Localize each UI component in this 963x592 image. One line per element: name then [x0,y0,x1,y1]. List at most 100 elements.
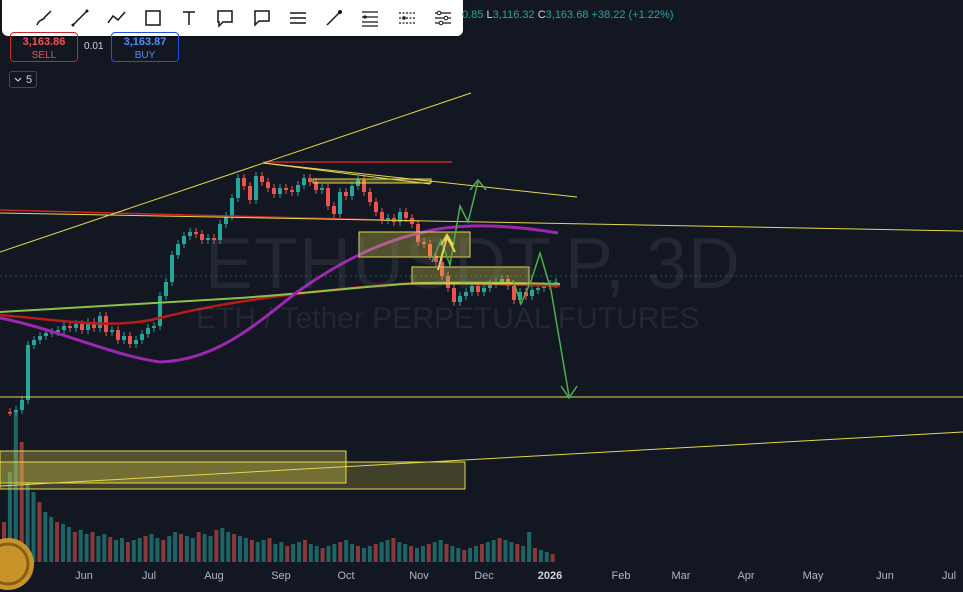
volume-bar [521,546,526,562]
sell-button[interactable]: 3,163.86 SELL [10,32,78,62]
volume-bar [302,540,307,562]
candle-body [134,340,138,344]
candle-body [8,412,12,414]
drawing-toolbar [2,0,463,36]
candle-body [170,255,174,282]
candle-body [176,244,180,255]
buy-button[interactable]: 3,163.87 BUY [111,32,179,62]
rising-trend-line [0,92,472,253]
candle-body [146,328,150,334]
channel-tool[interactable] [395,6,419,30]
time-axis-label: Apr [737,570,755,582]
candle-body [530,290,534,296]
volume-bar [479,544,484,562]
volume-bar [308,544,313,562]
rectangle-icon [145,10,161,26]
volume-bar [78,530,83,562]
volume-bar [173,532,178,562]
candle-body [512,286,516,300]
candle-body [242,178,246,186]
candle-body [350,186,354,196]
ranging-line [262,162,431,185]
change-value: +38.22 (+1.22%) [591,9,674,21]
volume-bar [420,546,425,562]
note-icon [253,10,270,27]
horizontal-lines-tool[interactable] [286,6,310,30]
volume-bar [356,546,360,562]
candle-body [374,202,378,212]
candle-body [116,330,120,340]
rectangle-tool[interactable] [141,6,165,30]
volume-bar [267,538,272,562]
volume-bar [344,540,349,562]
close-label: C [537,9,546,21]
path-icon [106,11,126,24]
volume-bar [214,530,219,562]
volume-bar [102,534,107,562]
candle-body [188,232,192,236]
volume-bar [444,544,449,562]
candle-body [320,188,324,190]
volume-bar [143,536,148,562]
note-tool[interactable] [250,6,274,30]
volume-bar [179,534,183,562]
volume-bar [19,442,24,562]
description-watermark: ETH / Tether PERPETUAL FUTURES [196,302,700,335]
volume-bar [255,542,260,562]
volume-bar [485,542,490,562]
fib-tool[interactable] [358,6,382,30]
candle-body [302,178,306,185]
volume-bar [338,542,343,562]
text-icon [183,11,196,25]
volume-bar [125,542,130,562]
volume-bar [450,546,455,562]
bullish-projection-path [431,181,479,268]
time-axis-label: 2026 [537,570,563,582]
volume-bar [196,532,201,562]
indicators-toggle[interactable]: 5 [9,71,37,88]
callout-tool[interactable] [213,6,237,30]
candle-body [338,192,342,214]
time-axis-label: Jul [141,570,157,582]
volume-bar [184,536,189,562]
volume-bar [208,536,213,562]
volume-bar [320,548,325,562]
arrow-tool[interactable] [322,6,346,30]
volume-bar [220,528,225,562]
volume-bar [291,544,296,562]
buy-price: 3,163.87 [123,36,167,48]
candle-body [206,238,210,240]
time-axis-label: Mar [671,570,691,582]
brush-tool[interactable] [32,6,56,30]
candle-body [518,292,522,300]
settings-tool[interactable] [431,6,455,30]
volume-bar [367,546,372,562]
low-value: 3,116.32 [492,9,535,21]
volume-bar [385,540,390,562]
candle-body [482,288,486,292]
time-axis-label: Dec [474,570,494,582]
volume-bar [49,517,54,562]
arrow-icon [326,10,343,26]
buy-label: BUY [134,50,156,61]
candle-body [542,286,546,288]
volume-bar [456,548,461,562]
volume-bar [544,552,549,562]
candle-body [26,345,30,400]
volume-bar [120,538,124,562]
ma-green-line [0,281,561,313]
ma-purple-line [0,224,559,364]
text-tool[interactable] [177,6,201,30]
volume-bar [403,544,408,562]
candle-body [98,316,102,328]
path-tool[interactable] [105,6,129,30]
volume-bar [131,540,136,562]
sell-label: SELL [31,50,57,61]
candle-body [122,336,126,340]
candle-body [86,322,90,330]
volume-bar [297,542,301,562]
trend-line-tool[interactable] [68,6,92,30]
falling-trend-line [262,162,578,198]
volume-bar [468,548,473,562]
